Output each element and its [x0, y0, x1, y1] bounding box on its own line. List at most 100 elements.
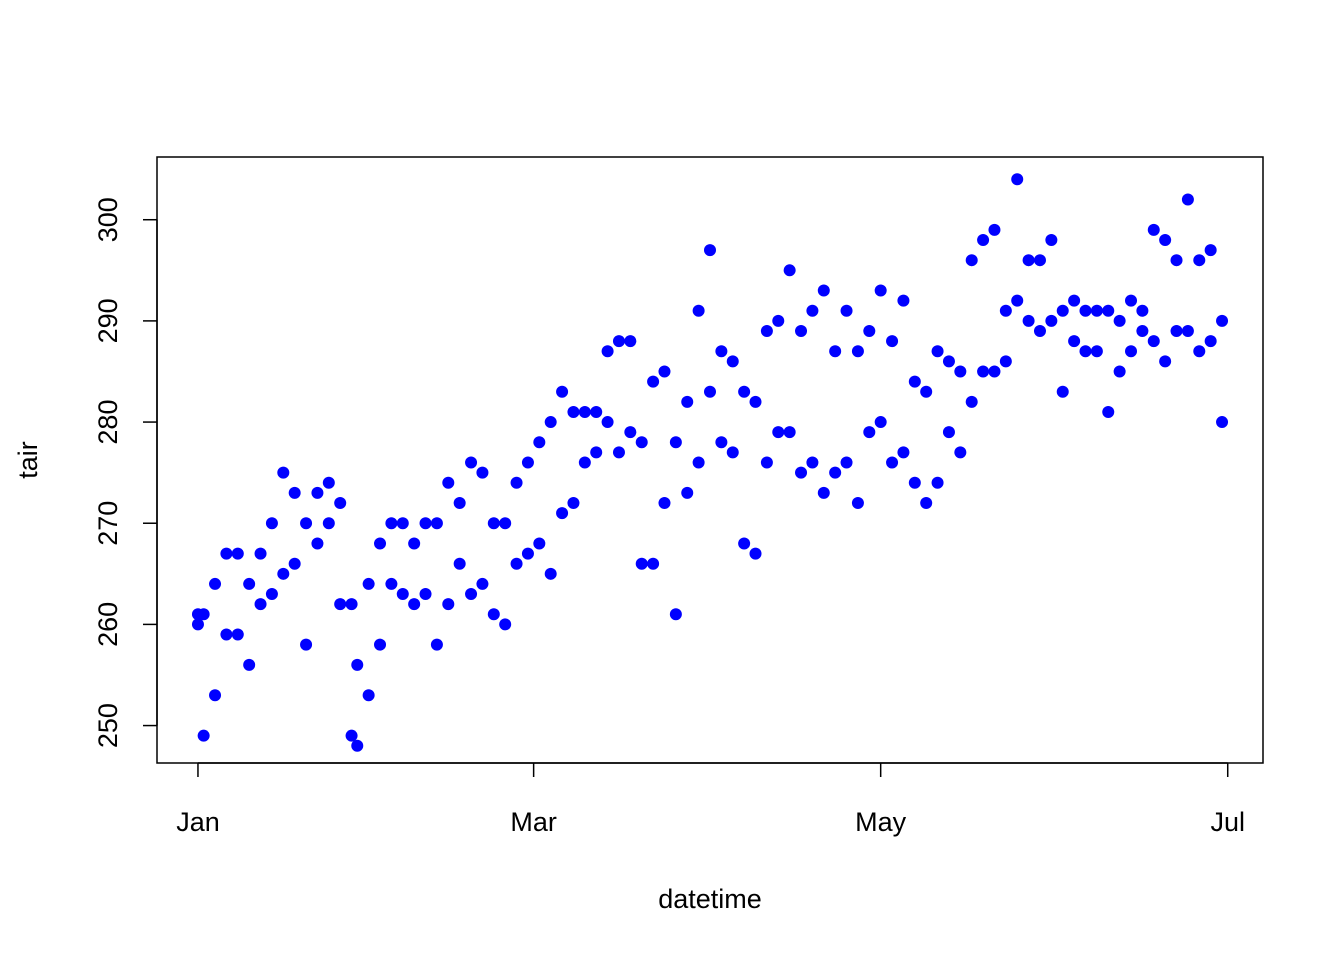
data-point	[601, 345, 614, 358]
data-point	[567, 496, 580, 509]
data-point	[277, 466, 290, 479]
x-tick-label: May	[855, 807, 907, 837]
data-point	[1045, 314, 1058, 327]
data-point	[863, 426, 876, 439]
x-tick-label: Jul	[1210, 807, 1245, 837]
data-point	[954, 365, 967, 378]
data-point	[863, 325, 876, 338]
data-point	[726, 355, 739, 368]
data-point	[254, 598, 267, 611]
data-point	[322, 517, 335, 530]
data-point	[1170, 325, 1183, 338]
data-point	[647, 375, 660, 388]
data-point	[374, 537, 387, 550]
y-axis-label: tair	[13, 441, 43, 479]
data-point	[738, 385, 751, 398]
data-point	[1113, 365, 1126, 378]
data-point	[487, 517, 500, 530]
data-point	[408, 537, 421, 550]
data-point	[243, 577, 256, 590]
data-point	[220, 547, 233, 560]
y-tick-label: 280	[93, 400, 123, 445]
data-point	[1193, 345, 1206, 358]
data-point	[669, 436, 682, 449]
data-point	[965, 395, 978, 408]
data-point	[476, 577, 489, 590]
data-point	[487, 608, 500, 621]
data-point	[795, 466, 808, 479]
data-point	[612, 335, 625, 348]
data-point	[1079, 345, 1092, 358]
data-point	[681, 486, 694, 499]
data-point	[624, 335, 637, 348]
data-point	[243, 658, 256, 671]
data-point	[1056, 385, 1069, 398]
data-point	[442, 476, 455, 489]
data-point	[533, 436, 546, 449]
data-point	[265, 588, 278, 601]
data-point	[385, 577, 398, 590]
data-point	[499, 618, 512, 631]
data-point	[704, 244, 716, 257]
data-point	[977, 365, 990, 378]
data-point	[715, 436, 728, 449]
data-point	[1033, 254, 1046, 267]
data-point	[1125, 345, 1138, 358]
data-point	[1011, 294, 1024, 307]
data-point	[1136, 325, 1149, 338]
data-point	[465, 456, 478, 469]
data-point	[999, 304, 1012, 317]
data-point	[829, 466, 842, 479]
data-point	[908, 375, 921, 388]
data-point	[988, 223, 1001, 236]
data-point	[920, 496, 933, 509]
data-point	[351, 658, 364, 671]
data-point	[1113, 314, 1126, 327]
data-point	[374, 638, 387, 651]
data-point	[749, 547, 762, 560]
data-point	[1056, 304, 1069, 317]
data-point	[635, 436, 648, 449]
data-point	[254, 547, 267, 560]
data-point	[658, 496, 671, 509]
data-point	[197, 729, 210, 742]
data-point	[840, 456, 853, 469]
data-point	[334, 496, 347, 509]
data-point	[829, 345, 842, 358]
data-point	[544, 416, 557, 429]
x-axis-label: datetime	[658, 884, 762, 914]
data-point	[1090, 345, 1103, 358]
data-point	[1033, 325, 1046, 338]
data-point	[345, 729, 358, 742]
y-tick-label: 290	[93, 298, 123, 343]
data-point	[692, 456, 705, 469]
data-point	[783, 264, 796, 277]
data-point	[191, 618, 204, 631]
data-point	[430, 638, 443, 651]
data-point	[897, 294, 910, 307]
data-point	[874, 416, 887, 429]
data-point	[886, 335, 899, 348]
data-point	[1022, 254, 1035, 267]
x-tick-label: Mar	[510, 807, 557, 837]
data-point	[510, 476, 523, 489]
data-point	[897, 446, 910, 459]
data-point	[362, 689, 375, 702]
data-point	[1068, 335, 1081, 348]
data-point	[647, 557, 660, 570]
data-point	[556, 385, 569, 398]
data-point	[795, 325, 808, 338]
data-point	[311, 537, 324, 550]
data-point	[1204, 244, 1217, 257]
data-point	[851, 345, 864, 358]
data-point	[772, 426, 785, 439]
data-point	[1090, 304, 1103, 317]
data-point	[322, 476, 335, 489]
data-point	[806, 456, 819, 469]
data-point	[1147, 223, 1160, 236]
data-point	[408, 598, 421, 611]
data-point	[1193, 254, 1206, 267]
data-point	[1068, 294, 1081, 307]
y-tick-label: 250	[93, 703, 123, 748]
